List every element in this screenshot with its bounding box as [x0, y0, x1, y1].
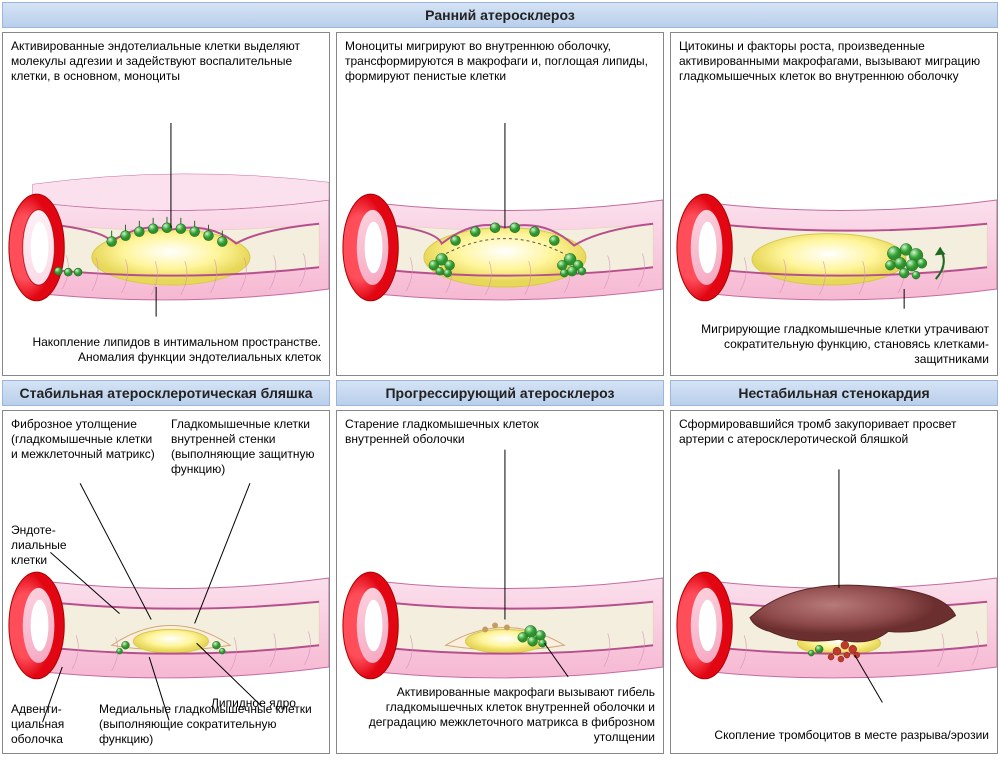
- panel-unstable-angina: Сформировавшийся тромб закупоривает прос…: [670, 410, 998, 754]
- panel-early-3: Цитокины и факторы роста, произведенные …: [670, 32, 998, 376]
- label-adventitia: Адвенти­циальная оболочка: [11, 702, 91, 747]
- row-1: Активированные эндотелиальные клетки выд…: [2, 32, 998, 376]
- header-stable-plaque: Стабильная атеросклеротическая бляшка: [2, 380, 330, 406]
- caption-top-2: Моноциты мигрируют во внутреннюю оболочк…: [345, 39, 655, 84]
- header-progressive: Прогрессирующий атеросклероз: [336, 380, 664, 406]
- row-2-headers: Стабильная атеросклеротическая бляшка Пр…: [2, 380, 998, 406]
- row-2: Фиброз­ное утолщение (гладкомышечные кле…: [2, 410, 998, 754]
- label-endothelial: Эндоте­лиальные клетки: [11, 523, 91, 568]
- caption-bottom-5: Активированные макрофаги вызывают гибель…: [345, 685, 655, 745]
- label-medial-smc: Медиальные гладкомышеч­ные клетки (выпол…: [99, 702, 319, 747]
- artery-diagram-1: [3, 33, 329, 375]
- label-smc-intima: Гладкомышечные клетки внутренней стенки …: [171, 417, 321, 477]
- header-unstable-angina: Нестабильная стенокардия: [670, 380, 998, 406]
- caption-top-5: Старение гладкомышечных клеток внутренне…: [345, 417, 603, 447]
- caption-bottom-1: Накопление липидов в интимальном простра…: [11, 335, 321, 365]
- caption-bottom-6: Скопление тромбоцитов в месте разрыва/эр…: [679, 728, 989, 743]
- panel-stable-plaque: Фиброз­ное утолщение (гладкомышечные кле…: [2, 410, 330, 754]
- caption-top-3: Цитокины и факторы роста, произведенные …: [679, 39, 989, 84]
- panel-early-2: Моноциты мигрируют во внутреннюю оболочк…: [336, 32, 664, 376]
- caption-top-1: Активированные эндотелиальные клетки выд…: [11, 39, 321, 84]
- panel-progressive: Старение гладкомышечных клеток внутренне…: [336, 410, 664, 754]
- artery-diagram-2: [337, 33, 663, 375]
- rolling-monocytes: [54, 267, 82, 276]
- artery-diagram-6: [671, 411, 997, 753]
- panel-early-1: Активированные эндотелиальные клетки выд…: [2, 32, 330, 376]
- label-fibrous-cap: Фиброз­ное утолщение (гладкомышечные кле…: [11, 417, 161, 462]
- header-early-atherosclerosis: Ранний атеросклероз: [2, 2, 998, 28]
- caption-top-6: Сформировавшийся тромб закупоривает прос…: [679, 417, 989, 447]
- caption-bottom-3: Мигрирующие гладкомышечные клетки утрачи…: [679, 322, 989, 367]
